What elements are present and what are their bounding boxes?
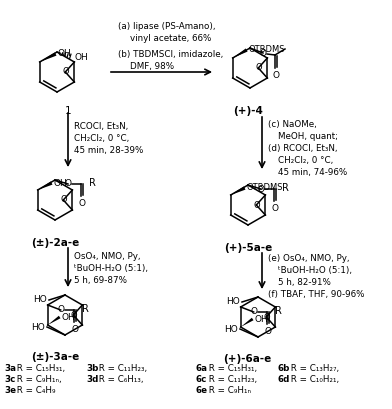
Text: (+)-4: (+)-4 xyxy=(233,106,263,116)
Text: 45 min, 74-96%: 45 min, 74-96% xyxy=(278,168,347,177)
Text: OsO₄, NMO, Py,: OsO₄, NMO, Py, xyxy=(74,252,140,261)
Text: (±)-2a-e: (±)-2a-e xyxy=(31,238,79,248)
Text: R = C₁₅H₃₁,: R = C₁₅H₃₁, xyxy=(14,364,65,373)
Text: R: R xyxy=(82,304,89,314)
Text: R = C₁₃H₂₇,: R = C₁₃H₂₇, xyxy=(288,364,339,373)
Text: 5 h, 82-91%: 5 h, 82-91% xyxy=(278,278,331,287)
Text: HO: HO xyxy=(226,297,240,306)
Polygon shape xyxy=(38,181,53,190)
Text: 3a: 3a xyxy=(4,364,16,373)
Text: R = C₆H₁₃,: R = C₆H₁₃, xyxy=(96,375,143,384)
Text: O: O xyxy=(255,63,261,72)
Text: O: O xyxy=(71,325,78,334)
Text: (+)-6a-e: (+)-6a-e xyxy=(223,354,271,364)
Text: OTBDMS: OTBDMS xyxy=(249,45,285,54)
Text: O: O xyxy=(70,310,76,319)
Text: vinyl acetate, 66%: vinyl acetate, 66% xyxy=(130,34,211,43)
Text: (+)-5a-e: (+)-5a-e xyxy=(224,243,272,253)
Text: R = C₁₁H₂₃,: R = C₁₁H₂₃, xyxy=(206,375,257,384)
Text: 3e: 3e xyxy=(4,386,16,395)
Text: 3c: 3c xyxy=(4,375,15,384)
Text: (b) TBDMSCl, imidazole,: (b) TBDMSCl, imidazole, xyxy=(118,50,223,59)
Text: HO: HO xyxy=(33,295,47,304)
Text: HO: HO xyxy=(31,323,45,332)
Text: R = C₁₁H₂₃,: R = C₁₁H₂₃, xyxy=(96,364,147,373)
Text: CH₂Cl₂, 0 °C,: CH₂Cl₂, 0 °C, xyxy=(74,134,129,143)
Text: ᵗBuOH-H₂O (5:1),: ᵗBuOH-H₂O (5:1), xyxy=(278,266,352,275)
Text: O: O xyxy=(272,71,279,80)
Text: 6d: 6d xyxy=(278,375,290,384)
Text: 45 min, 28-39%: 45 min, 28-39% xyxy=(74,146,143,155)
Text: R = C₉H₁ₙ: R = C₉H₁ₙ xyxy=(206,386,251,395)
Text: (d) RCOCl, Et₃N,: (d) RCOCl, Et₃N, xyxy=(268,144,338,153)
Text: (f) TBAF, THF, 90-96%: (f) TBAF, THF, 90-96% xyxy=(268,290,365,299)
Text: 5 h, 69-87%: 5 h, 69-87% xyxy=(74,276,127,285)
Text: ᵗBuOH-H₂O (5:1),: ᵗBuOH-H₂O (5:1), xyxy=(74,264,148,273)
Text: O: O xyxy=(264,327,271,336)
Text: 6b: 6b xyxy=(278,364,290,373)
Text: O: O xyxy=(272,204,278,213)
Text: 6a: 6a xyxy=(196,364,208,373)
Text: OH: OH xyxy=(58,49,71,58)
Text: O: O xyxy=(57,306,64,315)
Text: DMF, 98%: DMF, 98% xyxy=(130,62,174,71)
Text: O: O xyxy=(260,49,267,58)
Text: OH: OH xyxy=(54,178,67,187)
Text: O: O xyxy=(263,312,270,321)
Text: R = C₁₀H₂₁,: R = C₁₀H₂₁, xyxy=(288,375,339,384)
Text: (c) NaOMe,: (c) NaOMe, xyxy=(268,120,317,129)
Text: MeOH, quant;: MeOH, quant; xyxy=(278,132,338,141)
Text: R: R xyxy=(282,183,289,193)
Text: 1: 1 xyxy=(65,106,71,116)
Polygon shape xyxy=(233,48,248,58)
Text: OTBDMS: OTBDMS xyxy=(247,184,283,193)
Text: (e) OsO₄, NMO, Py,: (e) OsO₄, NMO, Py, xyxy=(268,254,350,263)
Text: 3b: 3b xyxy=(86,364,98,373)
Polygon shape xyxy=(241,318,254,327)
Text: 6c: 6c xyxy=(196,375,207,384)
Text: O: O xyxy=(60,196,67,204)
Text: O: O xyxy=(250,308,257,317)
Text: R = C₁₅H₃₁,: R = C₁₅H₃₁, xyxy=(206,364,257,373)
Text: OH: OH xyxy=(255,315,269,324)
Text: 6e: 6e xyxy=(196,386,208,395)
Polygon shape xyxy=(230,187,245,195)
Text: O: O xyxy=(65,180,71,189)
Text: RCOCl, Et₃N,: RCOCl, Et₃N, xyxy=(74,122,128,131)
Text: OH: OH xyxy=(62,312,75,321)
Text: R: R xyxy=(89,178,96,188)
Text: O: O xyxy=(253,200,260,209)
Text: R = C₉H₁ₙ,: R = C₉H₁ₙ, xyxy=(14,375,62,384)
Text: 3d: 3d xyxy=(86,375,98,384)
Polygon shape xyxy=(40,52,56,62)
Text: (a) lipase (PS-Amano),: (a) lipase (PS-Amano), xyxy=(118,22,216,31)
Text: R: R xyxy=(275,306,281,316)
Polygon shape xyxy=(48,316,60,325)
Text: O: O xyxy=(78,199,85,208)
Text: (±)-3a-e: (±)-3a-e xyxy=(31,352,79,362)
Text: OH: OH xyxy=(75,52,89,61)
Text: CH₂Cl₂, 0 °C,: CH₂Cl₂, 0 °C, xyxy=(278,156,333,165)
Text: O: O xyxy=(258,184,265,193)
Text: HO: HO xyxy=(224,324,238,333)
Text: R = C₄H₉: R = C₄H₉ xyxy=(14,386,56,395)
Text: O: O xyxy=(62,67,69,76)
